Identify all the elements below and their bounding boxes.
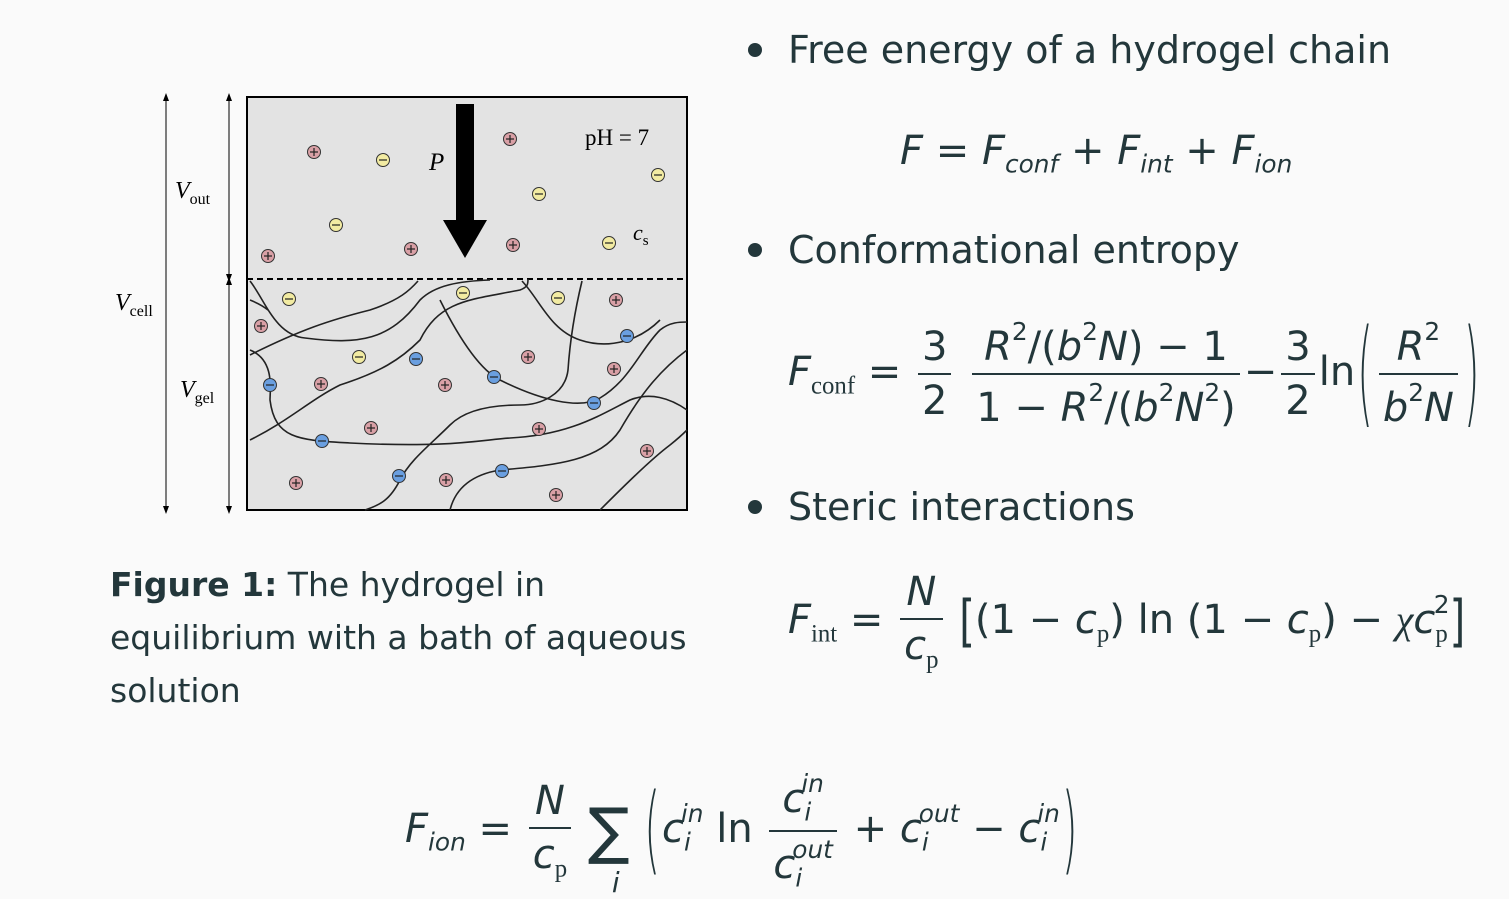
fixed-anion-ion (587, 396, 601, 410)
equation-free-energy: F = Fconf + Fint + Fion (900, 128, 1293, 179)
fixed-anion-ion (315, 434, 329, 448)
cation-ion (289, 476, 303, 490)
ph-label: pH = 7 (585, 125, 649, 150)
bullet-dot (748, 42, 762, 57)
pressure-arrow (443, 104, 487, 258)
bullet-text: Conformational entropy (788, 228, 1240, 272)
bullet-free-energy: Free energy of a hydrogel chain (748, 28, 1391, 72)
anion-ion (532, 187, 546, 201)
cation-ion (503, 132, 517, 146)
salt-concentration-label: cs (633, 220, 649, 249)
anion-ion (329, 218, 343, 232)
pressure-label: P (428, 149, 444, 176)
fixed-anion-ion (392, 469, 406, 483)
cation-ion (609, 293, 623, 307)
cation-ion (261, 249, 275, 263)
cation-ion (640, 444, 654, 458)
v-out-label: Vout (175, 178, 211, 208)
anion-ion (376, 153, 390, 167)
cation-ion (439, 473, 453, 487)
cation-ion (307, 145, 321, 159)
v-gel-label: Vgel (180, 377, 215, 407)
cation-ion (438, 378, 452, 392)
bullet-steric-interactions: Steric interactions (748, 485, 1135, 529)
hydrogel-figure: Vcell Vout Vgel P pH = 7 cs (100, 82, 700, 522)
cation-ion (506, 238, 520, 252)
figure-caption: Figure 1: The hydrogel in equilibrium wi… (110, 558, 690, 717)
figure-caption-label: Figure 1: (110, 565, 278, 604)
cation-ion (549, 488, 563, 502)
cation-ion (607, 362, 621, 376)
fixed-anion-ion (495, 464, 509, 478)
bullet-text: Steric interactions (788, 485, 1135, 529)
ions (254, 132, 665, 502)
cation-ion (532, 422, 546, 436)
v-cell-label: Vcell (115, 290, 153, 320)
cation-ion (404, 242, 418, 256)
cation-ion (314, 377, 328, 391)
anion-ion (602, 236, 616, 250)
anion-ion (282, 292, 296, 306)
fixed-anion-ion (409, 352, 423, 366)
fixed-anion-ion (263, 378, 277, 392)
cation-ion (521, 350, 535, 364)
fixed-anion-ion (620, 329, 634, 343)
anion-ion (352, 350, 366, 364)
fixed-anion-ion (487, 370, 501, 384)
figure-caption-text: The hydrogel in equilibrium with a bath … (110, 565, 687, 710)
bullet-text: Free energy of a hydrogel chain (788, 28, 1392, 72)
cation-ion (254, 319, 268, 333)
bullet-dot (748, 499, 762, 514)
anion-ion (651, 168, 665, 182)
bullet-conformational-entropy: Conformational entropy (748, 228, 1239, 272)
anion-ion (456, 286, 470, 300)
cation-ion (364, 421, 378, 435)
bullet-dot (748, 242, 762, 257)
anion-ion (551, 291, 565, 305)
